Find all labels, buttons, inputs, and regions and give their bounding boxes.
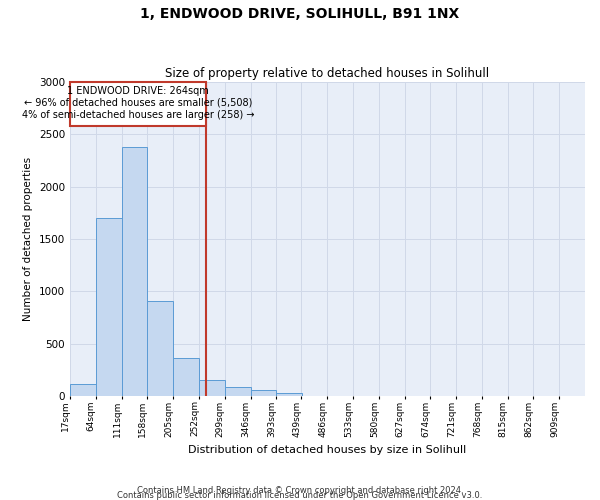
Bar [96,218,122,396]
Text: ← 96% of detached houses are smaller (5,508): ← 96% of detached houses are smaller (5,… [23,98,252,108]
Bar [199,380,225,396]
Y-axis label: Number of detached properties: Number of detached properties [23,157,34,321]
Text: 1 ENDWOOD DRIVE: 264sqm: 1 ENDWOOD DRIVE: 264sqm [67,86,209,96]
Bar [70,384,96,396]
Bar [148,301,173,396]
X-axis label: Distribution of detached houses by size in Solihull: Distribution of detached houses by size … [188,445,467,455]
Text: Contains public sector information licensed under the Open Government Licence v3: Contains public sector information licen… [118,491,482,500]
Title: Size of property relative to detached houses in Solihull: Size of property relative to detached ho… [166,66,490,80]
Bar [276,393,302,396]
Text: Contains HM Land Registry data © Crown copyright and database right 2024.: Contains HM Land Registry data © Crown c… [137,486,463,495]
Bar [70,82,206,126]
Bar [173,358,199,396]
Bar [225,387,251,396]
Bar [251,390,276,396]
Bar [122,147,148,396]
Text: 1, ENDWOOD DRIVE, SOLIHULL, B91 1NX: 1, ENDWOOD DRIVE, SOLIHULL, B91 1NX [140,8,460,22]
Text: 4% of semi-detached houses are larger (258) →: 4% of semi-detached houses are larger (2… [22,110,254,120]
